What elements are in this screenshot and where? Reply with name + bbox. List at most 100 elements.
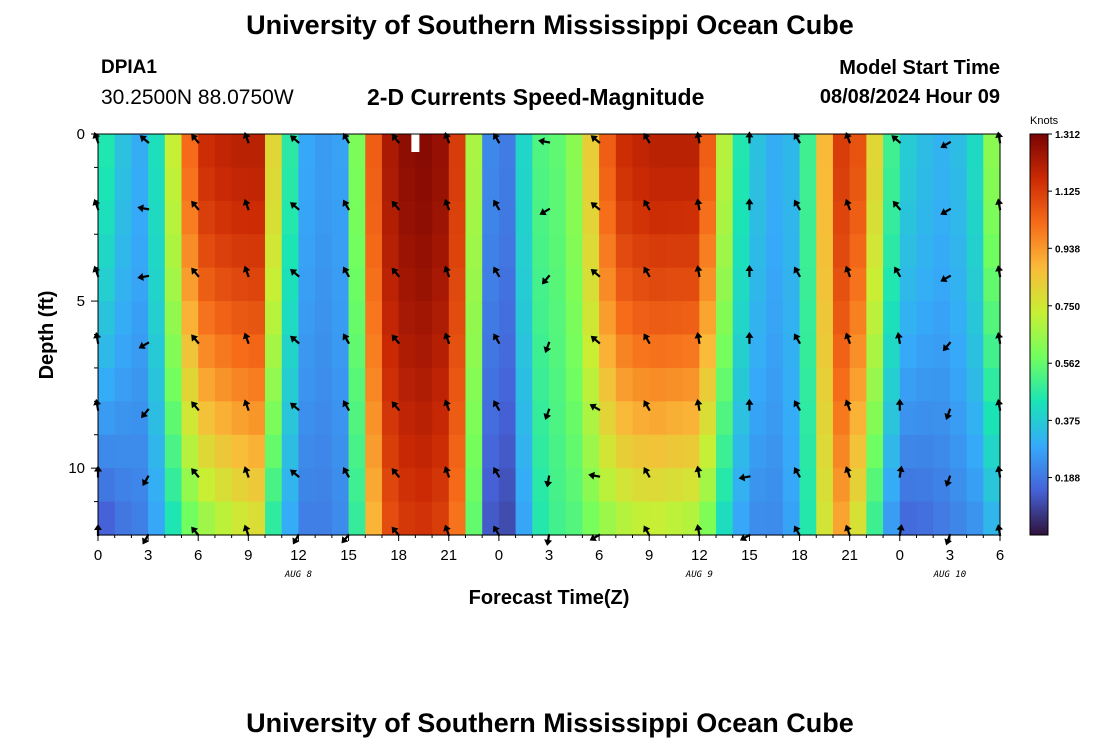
arrow-head <box>893 266 901 274</box>
heatmap-cell <box>298 234 316 269</box>
heatmap-cell <box>532 301 550 336</box>
heatmap-cell <box>582 167 600 202</box>
heatmap-cell <box>665 234 684 269</box>
heatmap-cell <box>816 334 834 369</box>
heatmap-cell <box>331 468 350 503</box>
arrow-head <box>995 398 1004 406</box>
heatmap-cell <box>849 234 867 269</box>
current-arrow <box>191 133 200 144</box>
current-arrow <box>541 274 551 285</box>
heatmap-cell <box>114 401 132 436</box>
heatmap-cell <box>916 134 934 169</box>
heatmap-cell <box>214 134 233 169</box>
heatmap-cell <box>615 234 634 269</box>
heatmap-cell <box>131 334 149 369</box>
heatmap-cell <box>966 234 984 269</box>
heatmap-cell <box>365 134 383 169</box>
heatmap-cell <box>131 468 149 503</box>
arrow-head <box>892 200 900 208</box>
heatmap-cell <box>315 501 333 536</box>
arrow-head <box>694 198 703 205</box>
heatmap-cell <box>749 501 767 536</box>
arrow-head <box>342 466 350 475</box>
heatmap-cell <box>98 301 116 336</box>
current-arrow <box>892 200 902 211</box>
current-arrow <box>590 268 601 278</box>
heatmap-cell <box>198 301 216 336</box>
arrow-head <box>694 524 703 531</box>
heatmap-cell <box>983 367 1001 402</box>
arrow-head <box>342 132 350 141</box>
x-tick-label: 21 <box>440 547 457 564</box>
arrow-head <box>995 332 1004 339</box>
current-arrow <box>242 332 251 345</box>
arrow-head <box>242 332 251 340</box>
current-arrow <box>191 200 200 211</box>
heatmap-cell <box>766 434 784 469</box>
heatmap-cell <box>114 267 132 302</box>
colorbar-tick-label: 0.375 <box>1055 416 1080 427</box>
main-title: University of Southern Mississippi Ocean… <box>246 10 854 40</box>
arrow-head <box>391 267 399 275</box>
arrow-head <box>242 198 251 206</box>
heatmap-cell <box>248 301 266 336</box>
arrow-head <box>443 466 451 474</box>
heatmap-cell <box>281 334 300 369</box>
current-arrow <box>643 400 651 412</box>
heatmap-cell <box>248 367 266 402</box>
arrow-head <box>643 199 651 207</box>
heatmap-cell <box>198 434 216 469</box>
heatmap-cell <box>98 367 116 402</box>
arrow-head <box>745 198 754 205</box>
colorbar-tick-label: 0.750 <box>1055 302 1080 313</box>
model-start-marker <box>411 134 420 152</box>
heatmap-cell <box>131 301 149 336</box>
heatmap-cell <box>398 234 416 269</box>
current-arrow <box>694 265 703 278</box>
heatmap-cell <box>949 434 968 469</box>
heatmap-cell <box>816 234 834 269</box>
heatmap-cell <box>615 200 634 235</box>
station-id: DPIA1 <box>101 57 157 78</box>
heatmap-cell <box>649 401 667 436</box>
arrow-head <box>443 198 451 206</box>
current-arrow <box>290 402 300 412</box>
arrow-head <box>290 135 298 143</box>
heatmap-cell <box>148 267 166 302</box>
current-arrow <box>940 207 952 216</box>
heatmap-cell <box>298 134 316 169</box>
heatmap-cell <box>448 134 467 169</box>
heatmap-cell <box>749 234 767 269</box>
heatmap-cell <box>498 234 517 269</box>
arrow-head <box>694 465 703 473</box>
heatmap-cell <box>649 334 667 369</box>
heatmap-cell <box>799 501 817 536</box>
arrow-head <box>745 398 754 405</box>
heatmap-cell <box>933 501 951 536</box>
heatmap-cell <box>181 200 199 235</box>
arrow-head <box>944 538 952 546</box>
heatmap-cell <box>866 134 884 169</box>
heatmap-cell <box>265 301 283 336</box>
heatmap-cell <box>799 401 817 436</box>
heatmap-cell <box>749 301 767 336</box>
arrow-head <box>739 534 748 541</box>
heatmap-cell <box>331 267 350 302</box>
current-arrow <box>894 332 903 345</box>
heatmap-cell <box>231 167 249 202</box>
heatmap-cell <box>615 267 634 302</box>
heatmap-cell <box>966 434 984 469</box>
arrow-head <box>191 526 199 534</box>
heatmap-cell <box>699 501 717 536</box>
heatmap-cell <box>665 401 684 436</box>
heatmap-cell <box>148 334 166 369</box>
heatmap-cell <box>799 200 817 235</box>
x-tick-label: 3 <box>545 547 553 564</box>
colorbar-tick-label: 1.125 <box>1055 187 1080 198</box>
heatmap-cell <box>164 167 183 202</box>
arrow-head <box>492 199 500 207</box>
heatmap-cell <box>281 301 300 336</box>
arrow-head <box>290 268 298 276</box>
heatmap-cell <box>599 367 617 402</box>
current-arrow <box>290 469 300 479</box>
